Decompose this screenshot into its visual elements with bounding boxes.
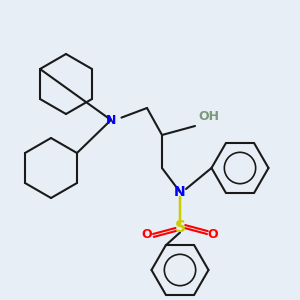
- Text: OH: OH: [198, 110, 219, 123]
- Text: O: O: [208, 227, 218, 241]
- Text: O: O: [142, 227, 152, 241]
- Text: N: N: [174, 185, 186, 199]
- Text: S: S: [175, 220, 185, 236]
- Text: N: N: [106, 113, 116, 127]
